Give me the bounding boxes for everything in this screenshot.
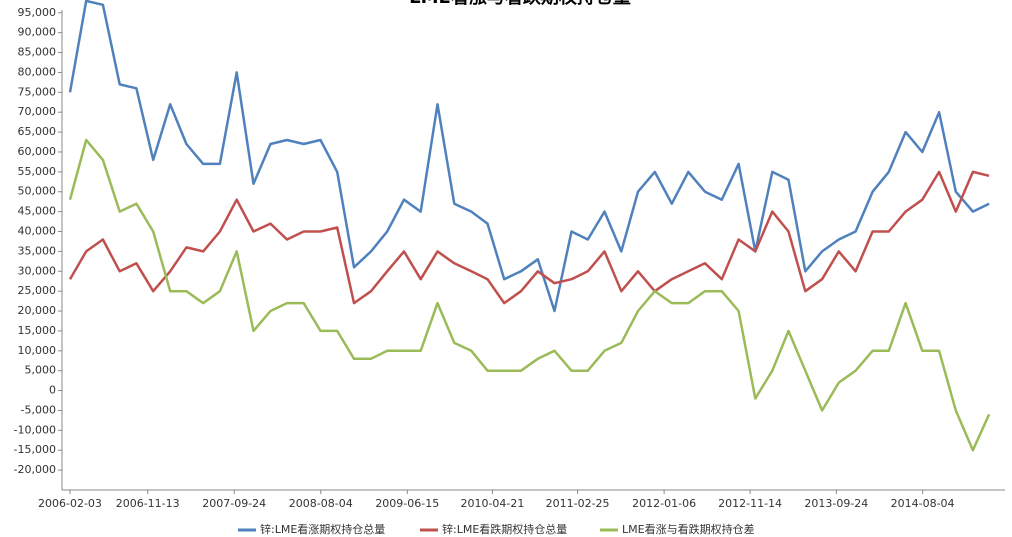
x-tick-label: 2011-02-25 [546, 497, 610, 510]
y-tick-label: -10,000 [14, 423, 56, 436]
y-tick-label: 45,000 [18, 205, 57, 218]
chart-title: LME看涨与看跌期权持仓量 [409, 0, 631, 8]
y-tick-label: 90,000 [18, 26, 57, 39]
y-tick-label: 85,000 [18, 46, 57, 59]
x-tick-label: 2012-11-14 [718, 497, 782, 510]
y-tick-label: 0 [49, 384, 56, 397]
series-line [68, 138, 991, 452]
y-tick-label: 40,000 [18, 225, 57, 238]
y-tick-label: 15,000 [18, 324, 57, 337]
legend-label: 锌:LME看跌期权持仓总量 [442, 522, 567, 536]
legend-label: 锌:LME看涨期权持仓总量 [260, 522, 385, 536]
y-tick-label: 95,000 [18, 6, 57, 19]
y-tick-label: 10,000 [18, 344, 57, 357]
x-tick-label: 2007-09-24 [202, 497, 266, 510]
series-line [68, 0, 990, 313]
x-tick-label: 2014-08-04 [891, 497, 955, 510]
x-tick-label: 2010-04-21 [460, 497, 524, 510]
y-tick-label: 35,000 [18, 244, 57, 257]
y-tick-label: 55,000 [18, 165, 57, 178]
y-tick-label: 75,000 [18, 85, 57, 98]
y-tick-label: 50,000 [18, 185, 57, 198]
y-tick-label: -5,000 [21, 403, 56, 416]
y-tick-label: 20,000 [18, 304, 57, 317]
y-tick-label: 60,000 [18, 145, 57, 158]
y-tick-label: 80,000 [18, 65, 57, 78]
series-line [68, 170, 990, 305]
x-tick-label: 2006-11-13 [116, 497, 180, 510]
y-tick-label: -20,000 [14, 463, 56, 476]
y-tick-label: 65,000 [18, 125, 57, 138]
x-tick-label: 2012-01-06 [632, 497, 696, 510]
x-tick-label: 2009-06-15 [375, 497, 439, 510]
y-tick-label: 5,000 [25, 364, 57, 377]
x-tick-label: 2013-09-24 [804, 497, 868, 510]
y-tick-label: 70,000 [18, 105, 57, 118]
x-tick-label: 2008-08-04 [289, 497, 353, 510]
y-tick-label: 30,000 [18, 264, 57, 277]
y-tick-label: -15,000 [14, 443, 56, 456]
y-tick-label: 25,000 [18, 284, 57, 297]
legend-label: LME看涨与看跌期权持仓差 [622, 522, 755, 536]
x-tick-label: 2006-02-03 [38, 497, 102, 510]
